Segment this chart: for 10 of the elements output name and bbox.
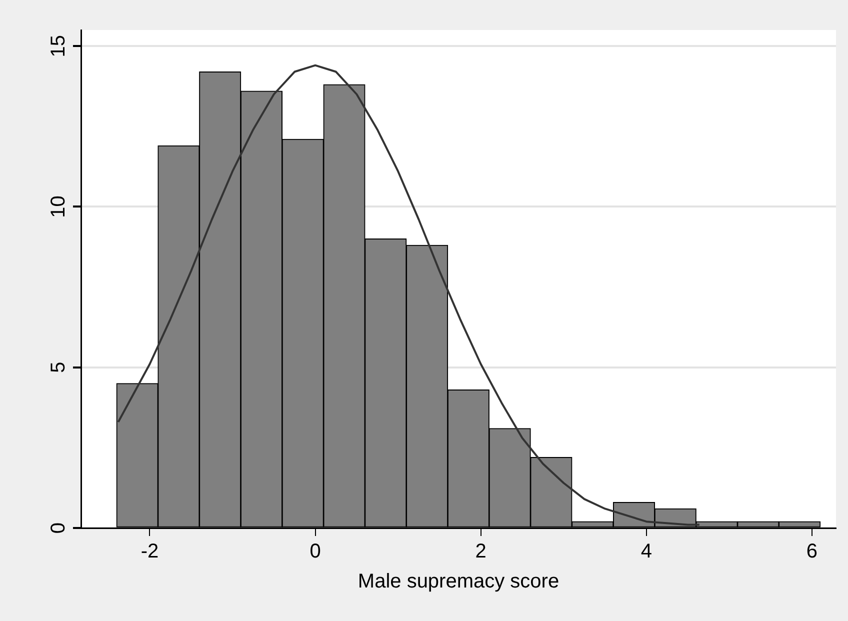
x-tick-label: 4 — [640, 540, 652, 563]
y-tick-label: 0 — [48, 522, 70, 534]
x-tick-label: -2 — [140, 540, 159, 563]
x-tick-label: 6 — [806, 540, 818, 563]
y-tick-label: 10 — [48, 196, 70, 218]
x-tick-label: 0 — [310, 540, 321, 563]
y-tick-label: 15 — [48, 34, 70, 58]
y-tick-label: 5 — [48, 362, 70, 373]
x-tick-label: 2 — [475, 540, 486, 563]
x-axis-title: Male supremacy score — [358, 570, 560, 593]
